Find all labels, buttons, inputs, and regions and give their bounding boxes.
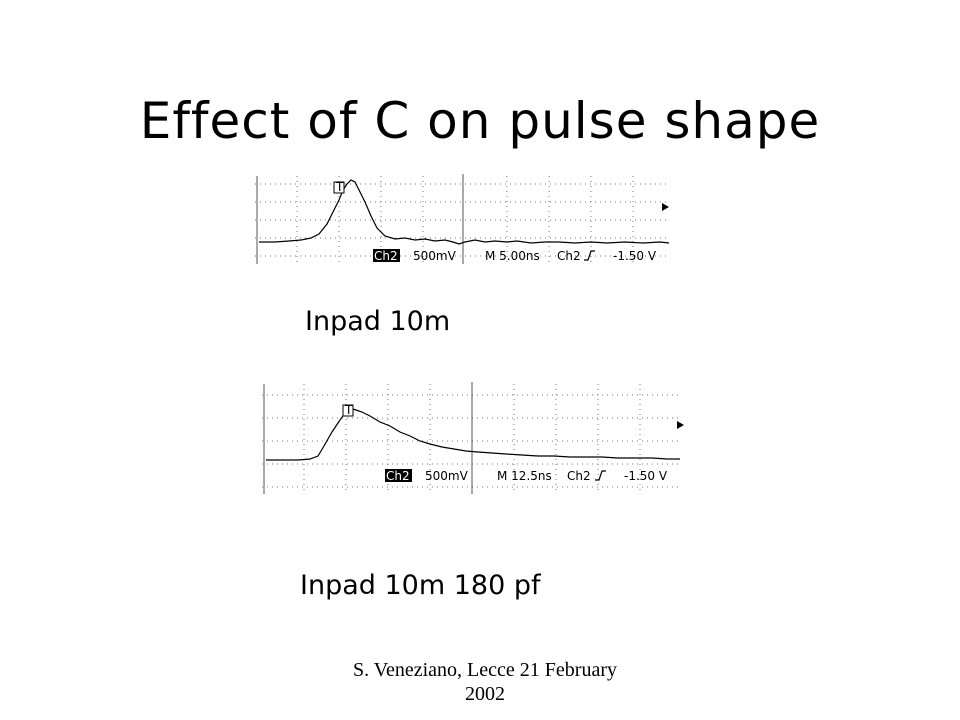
trigger-level: -1.50 V xyxy=(613,249,657,263)
trigger-marker: T xyxy=(335,180,344,194)
left-arrow-icon xyxy=(677,421,684,429)
oscilloscope-trace-2: T Ch2 500mV M 12.5ns Ch2 -1.50 V xyxy=(262,382,684,494)
rising-edge-icon xyxy=(595,470,606,481)
channel-label-box xyxy=(385,469,412,482)
timebase: M 12.5ns xyxy=(497,469,552,483)
trigger-marker-box xyxy=(333,181,345,194)
channel-label: Ch2 xyxy=(374,249,398,263)
scope-caption-1: Inpad 10m xyxy=(305,306,451,337)
scope-grid xyxy=(255,176,670,264)
channel-label-box xyxy=(373,249,400,262)
timebase: M 5.00ns xyxy=(485,249,540,263)
trigger-source: Ch2 xyxy=(557,249,581,263)
scope-caption-2: Inpad 10m 180 pf xyxy=(300,570,541,601)
slide-title: Effect of C on pulse shape xyxy=(139,92,821,150)
scope-axes xyxy=(256,174,464,264)
volts-per-div: 500mV xyxy=(425,469,469,483)
pulse-trace xyxy=(259,179,670,245)
slide-footer: S. Veneziano, Lecce 21 February 2002 xyxy=(353,659,617,705)
scope-axes xyxy=(263,382,473,494)
volts-per-div: 500mV xyxy=(413,249,457,263)
trigger-source: Ch2 xyxy=(567,469,591,483)
channel-label: Ch2 xyxy=(386,469,410,483)
oscilloscope-trace-1: T Ch2 500mV M 5.00ns Ch2 -1.50 V xyxy=(255,174,670,264)
left-arrow-icon xyxy=(662,203,669,211)
trigger-marker: T xyxy=(344,403,353,417)
pulse-trace xyxy=(266,407,680,461)
trigger-level: -1.50 V xyxy=(624,469,668,483)
rising-edge-icon xyxy=(584,250,595,261)
trigger-marker-box xyxy=(342,404,354,417)
